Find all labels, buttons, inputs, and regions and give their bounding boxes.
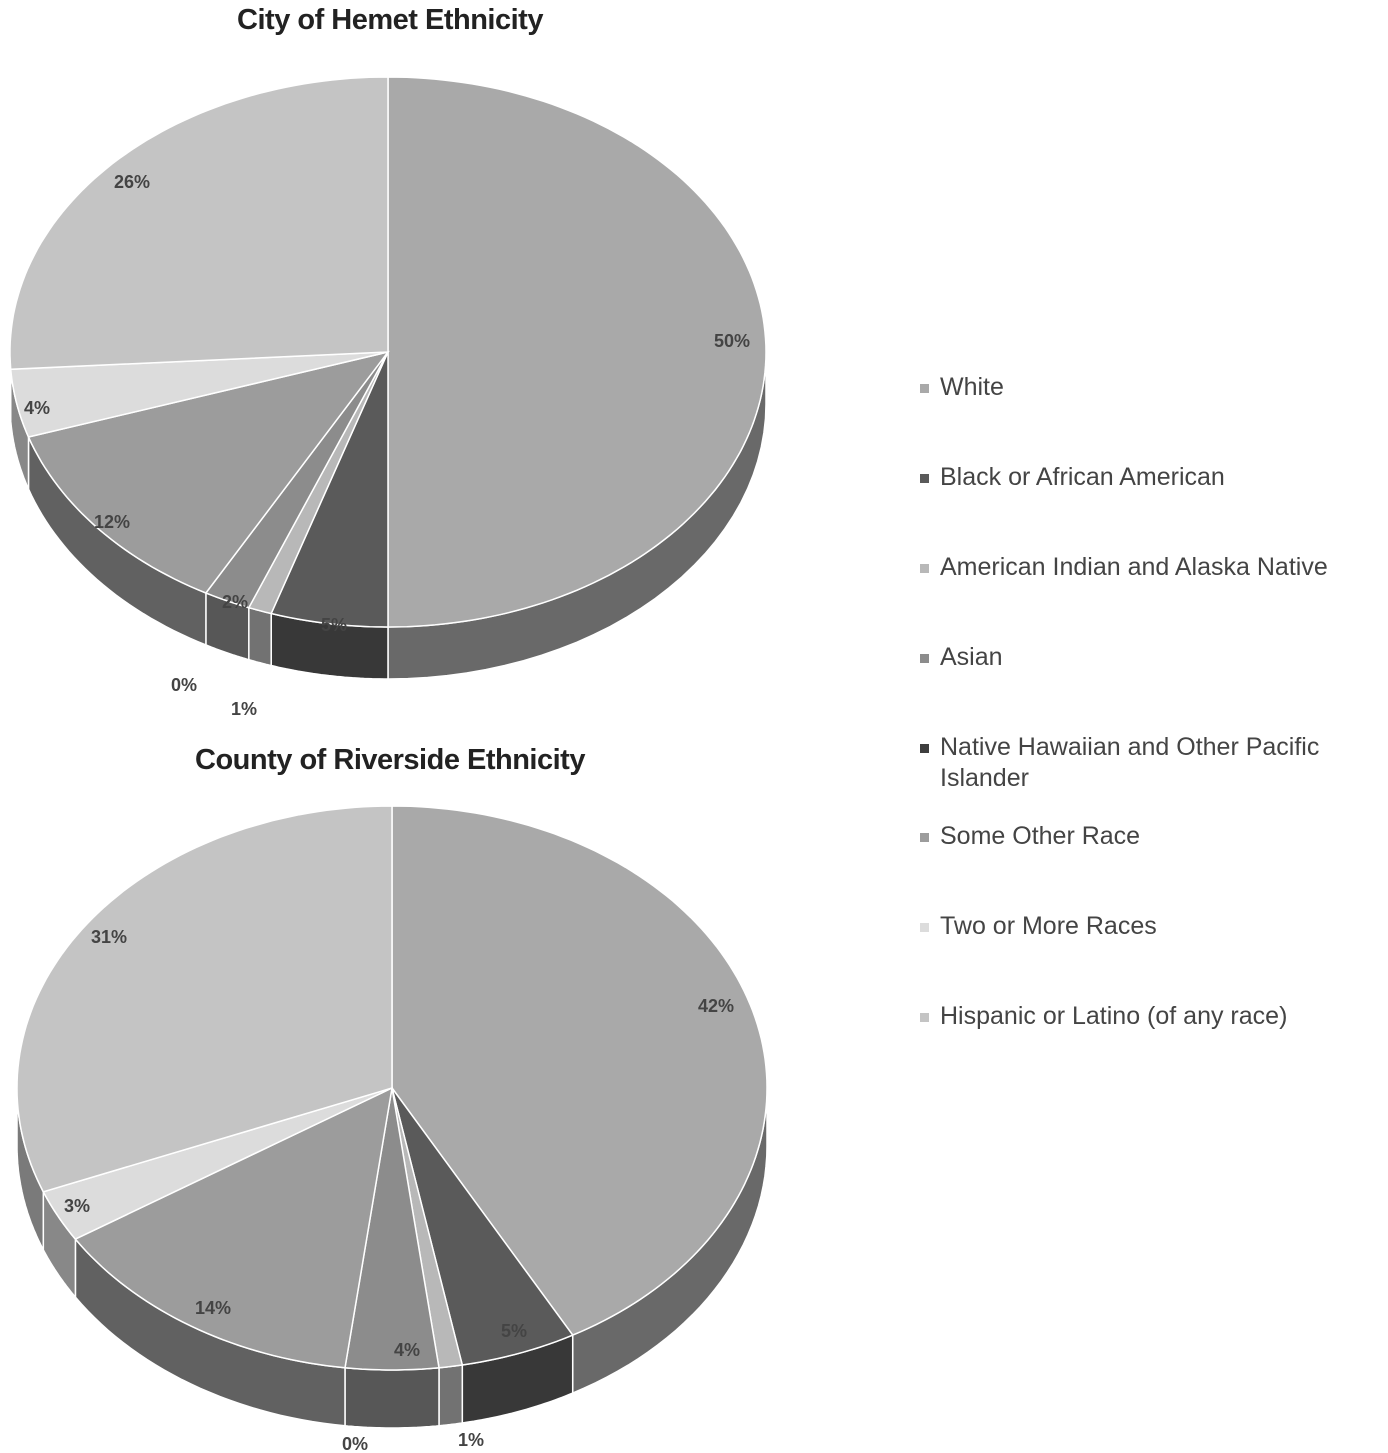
- data-label-white: 50%: [714, 331, 750, 351]
- legend-item-black: Black or African American: [918, 462, 1378, 493]
- pie-slice-black-or-african-american: [270, 351, 389, 628]
- legend-swatch-asian: [920, 654, 929, 663]
- pie-side-walls: [16, 1087, 768, 1429]
- data-label-asian: 4%: [394, 1340, 420, 1360]
- legend-swatch-hispanic: [920, 1013, 929, 1022]
- pie-side-american-indian-and-alaska-native: [438, 1364, 464, 1427]
- data-label-hispanic-or-latino-of-any-race: 31%: [91, 927, 127, 947]
- chart-title-hemet: City of Hemet Ethnicity: [237, 4, 543, 36]
- data-label-american-indian-and-alaska-native: 1%: [458, 1430, 484, 1450]
- legend-swatch-two-or-more: [920, 923, 929, 932]
- chart-legend: White Black or African American American…: [918, 372, 1378, 1032]
- pie-slice-black-or-african-american: [391, 1087, 574, 1366]
- legend-label: Black or African American: [940, 463, 1225, 491]
- data-label-asian: 2%: [222, 592, 248, 612]
- legend-label: Hispanic or Latino (of any race): [940, 1002, 1288, 1030]
- data-label-native-hawaiian-and-other-pacific-islander: 0%: [342, 1434, 368, 1450]
- legend-label: American Indian and Alaska Native: [940, 553, 1328, 581]
- data-label-some-other-race: 12%: [94, 512, 130, 532]
- legend-swatch-black: [920, 474, 929, 483]
- data-label-hispanic-or-latino-of-any-race: 26%: [114, 172, 150, 192]
- legend-item-hispanic: Hispanic or Latino (of any race): [918, 1001, 1378, 1032]
- legend-item-some-other-race: Some Other Race: [918, 821, 1378, 852]
- data-label-american-indian-and-alaska-native: 1%: [231, 699, 257, 719]
- pie-slice-asian: [344, 1087, 440, 1371]
- pie-slice-white: [391, 805, 768, 1337]
- pie-slice-white: [387, 76, 767, 628]
- pie-chart-hemet: 50% 5% 1% 2% 0% 12% 4% 26%: [9, 76, 767, 719]
- legend-label: Two or More Races: [940, 912, 1157, 940]
- legend-label: Asian: [940, 643, 1003, 671]
- legend-item-two-or-more: Two or More Races: [918, 911, 1378, 942]
- data-label-black-or-african-american: 5%: [501, 1321, 527, 1341]
- pie-slice-two-or-more-races: [42, 1087, 393, 1241]
- pie-side-american-indian-and-alaska-native: [248, 606, 272, 667]
- legend-item-white: White: [918, 372, 1378, 403]
- data-label-some-other-race: 14%: [195, 1298, 231, 1318]
- legend-label: White: [940, 373, 1004, 401]
- pie-chart-riverside: 42% 5% 1% 4% 0% 14% 3% 31%: [16, 805, 768, 1450]
- pie-slice-some-other-race: [74, 1086, 393, 1369]
- legend-swatch-native-hawaiian: [920, 744, 929, 753]
- legend-item-american-indian: American Indian and Alaska Native: [918, 552, 1378, 583]
- data-label-native-hawaiian-and-other-pacific-islander: 0%: [171, 675, 197, 695]
- legend-swatch-american-indian: [920, 564, 929, 573]
- pie-slice-asian: [204, 351, 389, 609]
- pie-slice-hispanic-or-latino-of-any-race: [9, 76, 389, 371]
- legend-swatch-white: [920, 384, 929, 393]
- pie-side-asian: [344, 1366, 440, 1429]
- legend-label: Some Other Race: [940, 822, 1141, 850]
- legend-item-asian: Asian: [918, 642, 1378, 673]
- data-label-two-or-more-races: 3%: [64, 1196, 90, 1216]
- pie-slice-hispanic-or-latino-of-any-race: [16, 805, 393, 1193]
- legend-swatch-some-other-race: [920, 833, 929, 842]
- pie-slice-some-other-race: [27, 350, 390, 594]
- legend-item-native-hawaiian: Native Hawaiian and Other Pacific Island…: [918, 732, 1378, 794]
- data-label-black-or-african-american: 5%: [321, 615, 347, 635]
- chart-title-riverside: County of Riverside Ethnicity: [195, 744, 585, 776]
- legend-label: Native Hawaiian and Other Pacific Island…: [940, 733, 1320, 792]
- pie-slice-two-or-more-races: [9, 351, 389, 438]
- data-label-white: 42%: [698, 996, 734, 1016]
- data-label-two-or-more-races: 4%: [24, 398, 50, 418]
